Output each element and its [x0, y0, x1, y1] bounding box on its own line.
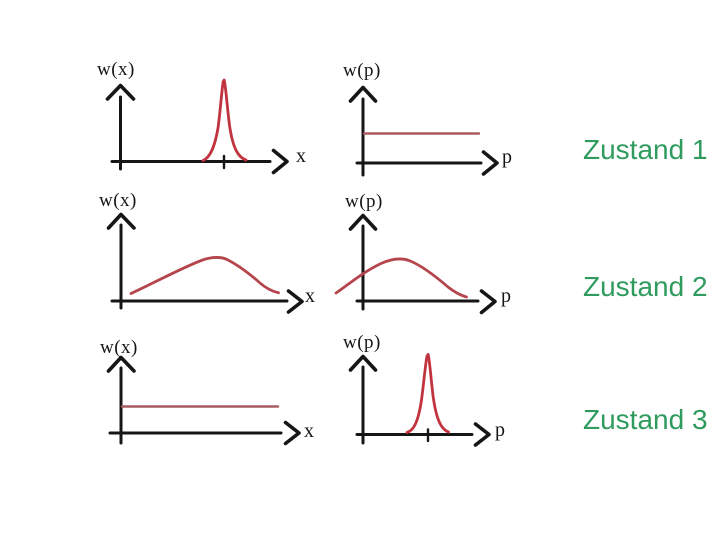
probability-curve-hump: [129, 256, 280, 295]
probability-curve-peak: [405, 353, 450, 434]
right-arrowhead-icon: [286, 289, 304, 314]
state-label-zustand-3: Zustand 3: [583, 404, 708, 435]
graph-row1-left: [105, 78, 289, 175]
graph-row2-left-ylabel: w(x): [99, 190, 137, 211]
graph-row1-left-ylabel: w(x): [97, 59, 135, 80]
graph-row2-right: [334, 213, 497, 315]
graph-row3-right: [348, 353, 491, 447]
graph-row2-left-xlabel: x: [305, 285, 315, 307]
up-arrowhead-icon: [106, 355, 136, 373]
up-arrowhead-icon: [348, 85, 378, 103]
right-arrowhead-icon: [481, 150, 499, 176]
up-arrowhead-icon: [106, 212, 136, 230]
right-arrowhead-icon: [271, 148, 289, 175]
right-arrowhead-icon: [283, 420, 301, 446]
graph-row3-left-xlabel: x: [304, 420, 314, 442]
state-label-zustand-2: Zustand 2: [583, 271, 708, 302]
graph-row3-right-xlabel: p: [495, 419, 505, 441]
up-arrowhead-icon: [105, 83, 136, 101]
graph-row1-right: [348, 85, 499, 177]
probability-curve-peak: [201, 78, 248, 162]
right-arrowhead-icon: [479, 289, 497, 315]
graph-row1-right-ylabel: w(p): [343, 60, 381, 81]
right-arrowhead-icon: [473, 422, 491, 447]
graph-row3-left: [106, 355, 301, 446]
graph-row2-right-xlabel: p: [501, 285, 511, 307]
probability-curve-hump: [334, 257, 468, 299]
graph-row2-left: [106, 212, 304, 314]
up-arrowhead-icon: [348, 213, 378, 231]
graph-row3-left-ylabel: w(x): [100, 337, 138, 358]
graph-row3-right-ylabel: w(p): [343, 332, 381, 353]
graph-row1-right-xlabel: p: [502, 146, 512, 168]
graph-row2-right-ylabel: w(p): [345, 191, 383, 212]
state-label-zustand-1: Zustand 1: [583, 134, 708, 165]
graph-row1-left-xlabel: x: [296, 145, 306, 167]
up-arrowhead-icon: [348, 354, 378, 372]
